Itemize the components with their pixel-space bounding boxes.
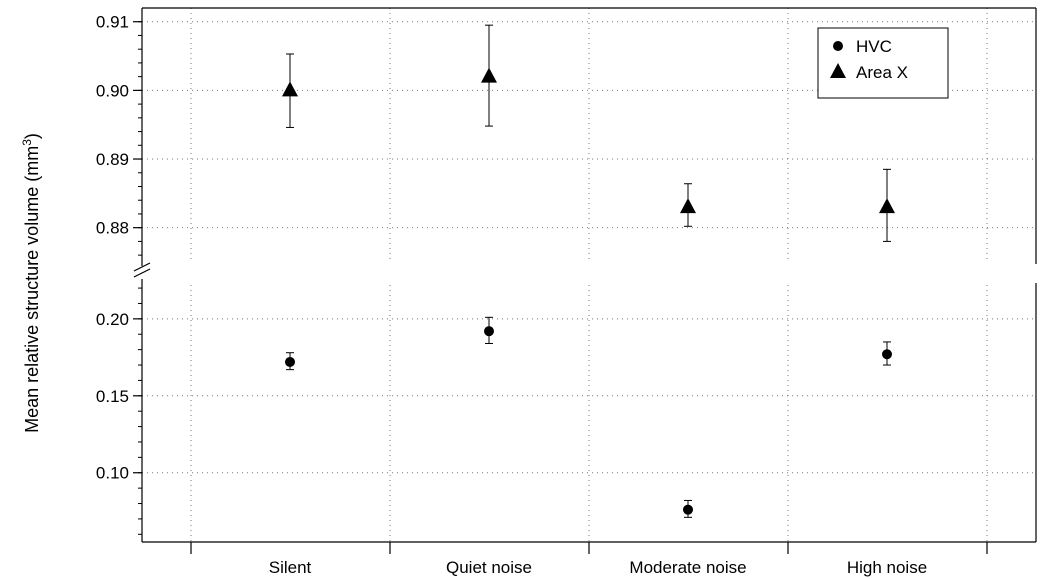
data-point-hvc	[683, 504, 693, 515]
data-point-hvc	[882, 349, 892, 360]
y-axis-label-main: Mean relative structure volume (mm	[22, 146, 42, 433]
data-point-hvc	[285, 356, 295, 367]
x-tick-label: High noise	[847, 558, 927, 577]
data-point-area-x	[680, 198, 696, 214]
legend-marker-area-x	[830, 63, 846, 78]
y-axis-label-close: )	[22, 133, 42, 139]
x-tick-label: Moderate noise	[629, 558, 746, 577]
legend: HVC Area X	[817, 27, 949, 99]
legend-label: HVC	[856, 37, 892, 56]
x-tick-label: Silent	[269, 558, 312, 577]
data-point-area-x	[282, 81, 298, 97]
data-marks	[282, 24, 895, 518]
legend-marker-hvc	[833, 41, 843, 51]
axis-break-gap	[1032, 264, 1042, 283]
y-tick-label: 0.20	[96, 310, 129, 329]
y-tick-label: 0.15	[96, 387, 129, 406]
data-point-area-x	[879, 198, 895, 214]
y-axis-label-superscript: 3	[20, 139, 34, 146]
data-point-hvc	[484, 326, 494, 337]
y-tick-label: 0.89	[96, 150, 129, 169]
axes: 0.88 0.89 0.90 0.91 0.10 0.15 0.20 Silent Quiet …	[96, 7, 1042, 577]
y-axis-label: Mean relative structure volume (mm3)	[20, 133, 42, 433]
data-point-area-x	[481, 67, 497, 83]
y-tick-label: 0.10	[96, 464, 129, 483]
legend-box	[817, 27, 949, 99]
axis-break-mark	[133, 262, 151, 272]
legend-label: Area X	[856, 63, 908, 82]
axis-break-mark	[133, 268, 151, 278]
y-tick-label: 0.90	[96, 81, 129, 100]
y-tick-label: 0.91	[96, 13, 129, 32]
y-tick-label: 0.88	[96, 219, 129, 238]
x-tick-label: Quiet noise	[446, 558, 532, 577]
